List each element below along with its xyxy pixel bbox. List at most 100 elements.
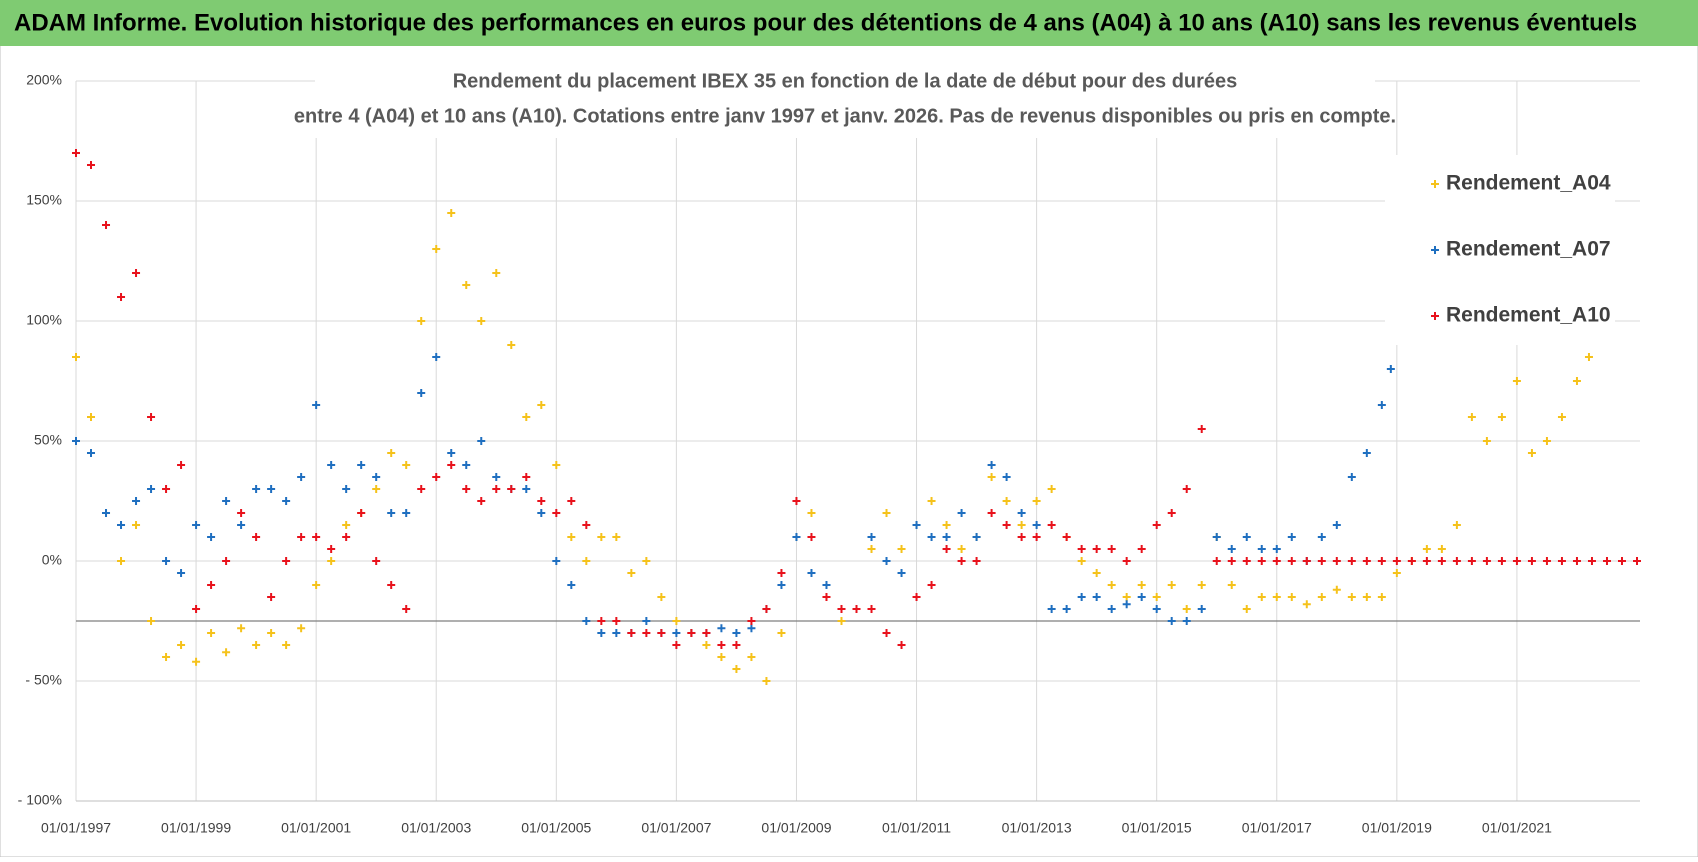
x-tick-label: 01/01/2007 (641, 820, 711, 836)
point (1467, 413, 1476, 421)
point (132, 521, 141, 529)
point (1497, 413, 1506, 421)
point (1017, 509, 1026, 517)
point (1092, 593, 1101, 601)
legend-label: Rendement_A10 (1446, 304, 1611, 327)
point (987, 461, 996, 469)
point (1272, 593, 1281, 601)
point (1002, 473, 1011, 481)
point (912, 593, 921, 601)
point (492, 269, 501, 277)
point (627, 629, 636, 637)
point (1362, 557, 1371, 565)
point (327, 557, 336, 565)
point (1377, 401, 1386, 409)
point (1167, 617, 1176, 625)
point (1287, 533, 1296, 541)
point (1422, 557, 1431, 565)
point (717, 641, 726, 649)
point (1137, 593, 1146, 601)
point (597, 617, 606, 625)
point (1062, 533, 1071, 541)
point (252, 641, 261, 649)
legend-marker (1431, 312, 1439, 320)
point (1587, 557, 1596, 565)
point (297, 473, 306, 481)
point (777, 581, 786, 589)
point (222, 557, 231, 565)
y-tick-label: - 50% (25, 672, 62, 688)
point (1017, 533, 1026, 541)
point (582, 557, 591, 565)
point (1197, 605, 1206, 613)
point (1437, 545, 1446, 553)
point (1347, 557, 1356, 565)
point (387, 449, 396, 457)
point (1386, 365, 1395, 373)
point (1137, 581, 1146, 589)
point (1107, 581, 1116, 589)
point (507, 341, 516, 349)
point (342, 521, 351, 529)
point (732, 641, 741, 649)
point (147, 413, 156, 421)
point (447, 449, 456, 457)
point (147, 617, 156, 625)
point (807, 509, 816, 517)
point (597, 533, 606, 541)
point (402, 461, 411, 469)
point (1212, 557, 1221, 565)
point (1197, 425, 1206, 433)
point (717, 624, 726, 633)
point (1287, 593, 1296, 601)
point (1362, 449, 1371, 457)
point (942, 533, 951, 541)
point (897, 569, 906, 577)
point (387, 509, 396, 517)
point (492, 485, 501, 493)
point (1482, 557, 1491, 565)
point (1257, 557, 1266, 565)
point (102, 509, 111, 517)
point (402, 509, 411, 517)
legend-marker (1431, 180, 1439, 188)
legend: Rendement_A04 Rendement_A07 Rendement_A10 (1385, 155, 1615, 345)
point (1437, 557, 1446, 565)
point (507, 485, 516, 493)
point (522, 485, 531, 493)
point (342, 485, 351, 493)
point (792, 533, 801, 541)
point (132, 497, 141, 505)
point (1332, 557, 1341, 565)
point (882, 629, 891, 637)
point (462, 281, 471, 289)
point (1047, 521, 1056, 529)
point (1152, 521, 1161, 529)
point (837, 617, 846, 625)
point (522, 413, 531, 421)
point (1302, 600, 1311, 609)
point (147, 485, 156, 493)
point (777, 569, 786, 577)
point (1152, 605, 1161, 613)
point (297, 624, 306, 633)
point (192, 521, 201, 529)
point (162, 653, 171, 661)
point (447, 461, 456, 469)
point (117, 293, 126, 301)
point (417, 317, 426, 325)
point (927, 533, 936, 541)
point (1512, 557, 1521, 565)
point (222, 648, 231, 657)
point (1317, 533, 1326, 541)
point (987, 473, 996, 481)
point (867, 533, 876, 541)
point (1482, 437, 1491, 445)
point (117, 557, 126, 565)
point (867, 545, 876, 553)
point (1242, 557, 1251, 565)
title-bar (0, 0, 1698, 46)
point (207, 629, 216, 637)
